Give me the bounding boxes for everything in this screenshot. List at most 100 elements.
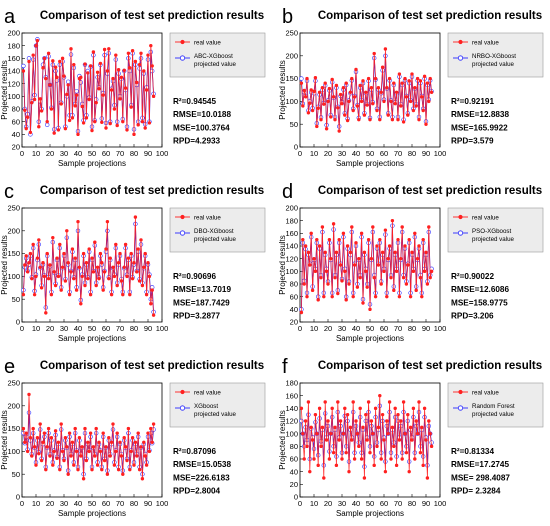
y-tick-label: 120 (285, 417, 298, 426)
x-tick-label: 20 (324, 149, 332, 158)
x-tick-label: 60 (102, 499, 110, 508)
real-value-point (115, 283, 119, 288)
real-value-point (150, 64, 154, 68)
y-tick-label: 50 (12, 470, 20, 479)
real-value-point (348, 90, 353, 94)
x-tick-label: 90 (422, 149, 430, 158)
real-value-point (313, 269, 318, 274)
real-value-point (378, 393, 382, 398)
y-tick-label: 40 (12, 130, 20, 139)
panel-f: f Comparison of test set prediction resul… (278, 356, 544, 518)
real-value-point (382, 99, 386, 104)
real-value-point (362, 113, 367, 117)
real-value-point (126, 256, 131, 260)
real-value-point (142, 69, 146, 73)
y-tick-label: 250 (7, 204, 20, 213)
real-value-point (132, 463, 136, 467)
x-tick-label: 80 (130, 499, 138, 508)
y-tick-label: 20 (290, 318, 298, 327)
panel-d: d Comparison of test set prediction resul… (278, 181, 544, 343)
metric-value: RMSE=15.0538 (173, 460, 231, 469)
real-value-point (146, 53, 150, 57)
real-value-point (366, 400, 371, 404)
real-value-point (65, 229, 69, 233)
real-value-point (45, 445, 49, 449)
real-value-point (143, 251, 147, 256)
real-value-point (86, 276, 90, 281)
plot-area: 0 10 20 30 40 50 60 70 80 90 100 0 50 100 150 200 250 Sam… (278, 29, 446, 168)
real-value-point (83, 426, 87, 431)
real-value-point (323, 81, 327, 85)
x-tick-label: 0 (298, 324, 302, 333)
real-value-point (133, 440, 138, 444)
real-value-point (352, 263, 357, 267)
x-tick-label: 40 (352, 149, 360, 158)
real-value-point (126, 51, 131, 55)
real-value-point (66, 83, 70, 87)
real-value-point (135, 454, 139, 458)
real-value-point (114, 242, 118, 247)
real-value-point (301, 431, 305, 436)
real-value-point (389, 275, 393, 280)
real-value-point (418, 450, 423, 455)
real-value-point (301, 104, 305, 108)
real-value-point (53, 429, 58, 433)
y-tick-label: 60 (290, 455, 298, 464)
real-value-point (379, 90, 383, 94)
real-value-point (379, 282, 383, 286)
real-value-point (368, 307, 372, 312)
real-value-point (327, 237, 332, 242)
plot-area: 0 10 20 30 40 50 60 70 80 90 100 20 40 60 80 100 120 140 1… (278, 204, 446, 343)
real-value-point (355, 104, 360, 108)
real-value-point (94, 283, 98, 288)
real-value-point (386, 113, 390, 117)
real-value-point (372, 275, 376, 280)
real-value-point (90, 467, 94, 472)
x-tick-label: 70 (116, 324, 124, 333)
real-value-point (55, 75, 59, 80)
real-value-point (350, 225, 354, 229)
real-value-point (73, 104, 77, 108)
x-tick-label: 10 (32, 324, 40, 333)
real-value-point (122, 68, 126, 73)
real-value-point (60, 449, 65, 454)
real-value-point (333, 117, 337, 122)
real-value-point (415, 76, 420, 81)
real-value-point (344, 450, 348, 455)
real-value-point (313, 75, 318, 80)
real-value-point (128, 66, 132, 70)
real-value-point (125, 274, 129, 279)
x-tick-label: 70 (116, 499, 124, 508)
real-value-point (323, 400, 327, 404)
real-value-point (366, 237, 371, 242)
real-value-point (104, 126, 108, 130)
real-value-point (118, 97, 122, 101)
real-value-point (67, 292, 72, 297)
y-tick-label: 100 (7, 92, 20, 101)
real-value-point (115, 431, 119, 435)
real-value-point (65, 92, 69, 97)
real-value-point (386, 431, 390, 436)
y-tick-label: 160 (285, 229, 298, 238)
real-value-point (128, 467, 132, 472)
real-value-point (408, 294, 413, 299)
real-value-point (375, 444, 379, 449)
real-value-point (415, 431, 420, 436)
real-value-point (119, 454, 124, 458)
real-value-point (45, 119, 49, 124)
real-value-point (121, 292, 125, 297)
real-value-point (130, 276, 135, 281)
real-value-point (23, 440, 27, 444)
real-value-point (59, 102, 63, 106)
real-value-point (333, 275, 337, 280)
real-value-point (24, 254, 28, 258)
y-axis-label: Projected results (278, 60, 287, 120)
y-tick-label: 150 (7, 424, 20, 433)
real-value-point (98, 61, 103, 66)
real-value-point (27, 59, 31, 64)
y-tick-label: 200 (7, 401, 20, 410)
x-tick-label: 60 (380, 149, 388, 158)
real-value-point (317, 90, 322, 94)
panel-letter: f (282, 356, 288, 378)
